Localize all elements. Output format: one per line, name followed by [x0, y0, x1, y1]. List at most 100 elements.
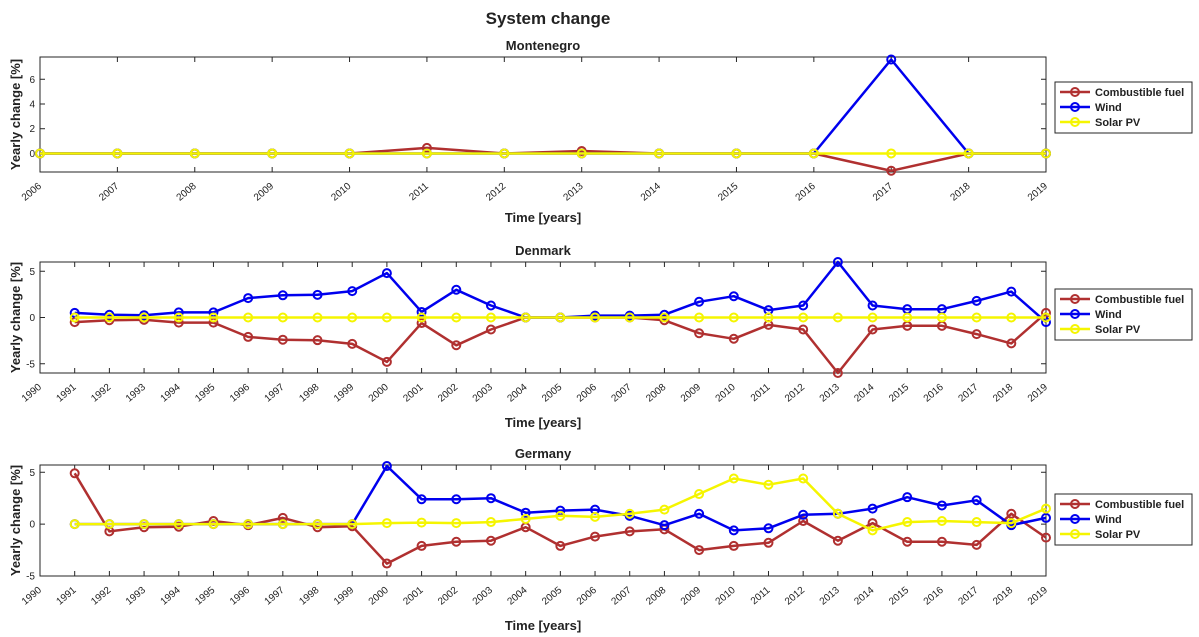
data-point — [277, 519, 288, 530]
data-point — [1041, 512, 1051, 523]
data-point — [344, 148, 355, 159]
data-point — [971, 329, 982, 340]
data-point — [694, 296, 705, 307]
x-tick-label: 1992 — [89, 382, 113, 405]
data-point — [971, 312, 982, 323]
x-tick-label: 2018 — [991, 382, 1015, 405]
legend-marker — [1070, 294, 1080, 304]
x-tick-label: 1990 — [20, 382, 44, 405]
y-axis-label: Yearly change [%] — [8, 59, 23, 170]
data-point — [555, 312, 566, 323]
legend: Combustible fuel Wind Solar PV — [1054, 81, 1193, 134]
x-tick-label: 2005 — [540, 382, 564, 405]
x-tick-label: 2003 — [471, 382, 495, 405]
data-point — [381, 558, 392, 569]
y-tick-label: 4 — [29, 99, 35, 110]
chart-panel-2: Germany Yearly change [%] Time [years] -5 0 5… — [8, 446, 1193, 633]
data-point — [694, 312, 705, 323]
data-point — [798, 300, 809, 311]
x-tick-label: 2008 — [644, 382, 668, 405]
data-point — [243, 519, 254, 530]
x-tick-label: 2005 — [540, 585, 564, 608]
x-tick-label: 2010 — [714, 585, 738, 608]
data-point — [1041, 503, 1051, 514]
x-tick-label: 1998 — [297, 585, 321, 608]
x-tick-label: 2001 — [401, 585, 425, 608]
data-point — [381, 461, 392, 472]
x-tick-label: 2011 — [407, 181, 431, 204]
x-tick-label: 2014 — [639, 181, 663, 204]
data-point — [381, 356, 392, 367]
data-point — [312, 289, 323, 300]
legend-label: Wind — [1095, 514, 1122, 526]
x-tick-label: 2006 — [20, 181, 44, 204]
data-point — [902, 536, 913, 547]
data-point — [832, 312, 843, 323]
data-point — [867, 312, 878, 323]
x-tick-label: 2013 — [562, 181, 586, 204]
x-tick-label: 2015 — [887, 585, 911, 608]
data-point — [451, 284, 462, 295]
data-point — [963, 148, 974, 159]
data-point — [886, 148, 897, 159]
data-point — [763, 479, 774, 490]
data-point — [485, 517, 496, 528]
data-point — [694, 508, 705, 519]
x-tick-label: 2003 — [471, 585, 495, 608]
x-tick-label: 2019 — [1026, 382, 1050, 405]
x-tick-label: 1999 — [332, 585, 356, 608]
x-tick-label: 1994 — [159, 382, 183, 405]
data-point — [485, 493, 496, 504]
data-point — [381, 312, 392, 323]
data-point — [104, 312, 115, 323]
x-tick-label: 2008 — [175, 181, 199, 204]
data-point — [312, 312, 323, 323]
data-point — [624, 508, 635, 519]
data-point — [416, 494, 427, 505]
data-point — [728, 312, 739, 323]
x-tick-label: 1991 — [55, 585, 79, 608]
data-point — [416, 517, 427, 528]
data-point — [451, 312, 462, 323]
data-point — [451, 494, 462, 505]
data-point — [416, 540, 427, 551]
legend-label: Solar PV — [1095, 324, 1141, 336]
legend-marker — [1070, 309, 1080, 319]
x-tick-label: 1995 — [193, 382, 217, 405]
x-tick-label: 2000 — [367, 382, 391, 405]
data-point — [421, 142, 432, 153]
x-tick-label: 2009 — [679, 585, 703, 608]
x-tick-label: 1997 — [263, 585, 287, 608]
data-point — [1006, 286, 1017, 297]
data-point — [902, 492, 913, 503]
x-tick-label: 2006 — [575, 585, 599, 608]
data-point — [555, 540, 566, 551]
data-point — [69, 468, 80, 479]
data-point — [1006, 508, 1017, 519]
y-tick-label: -5 — [26, 359, 35, 370]
data-point — [104, 519, 115, 530]
data-point — [728, 473, 739, 484]
y-tick-label: -5 — [26, 572, 35, 583]
data-point — [112, 148, 123, 159]
data-point — [277, 334, 288, 345]
x-tick-label: 2011 — [749, 585, 773, 608]
data-point — [798, 509, 809, 520]
data-point — [624, 526, 635, 537]
data-point — [347, 312, 358, 323]
data-point — [798, 312, 809, 323]
x-axis-label: Time [years] — [505, 618, 581, 633]
y-tick-label: 0 — [29, 520, 35, 531]
data-point — [936, 500, 947, 511]
data-point — [139, 312, 150, 323]
data-point — [451, 340, 462, 351]
x-tick-label: 2015 — [887, 382, 911, 405]
data-point — [139, 519, 150, 530]
data-point — [520, 513, 531, 524]
data-point — [451, 518, 462, 529]
data-point — [312, 519, 323, 530]
x-tick-label: 2015 — [716, 181, 740, 204]
data-point — [590, 531, 601, 542]
legend-marker — [1070, 324, 1080, 334]
